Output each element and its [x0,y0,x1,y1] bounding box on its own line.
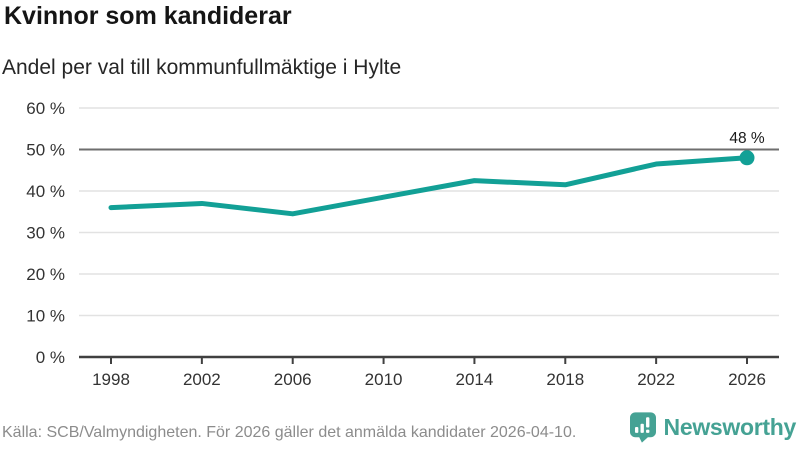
x-axis-tick-label: 2006 [274,370,312,389]
y-axis-tick-label: 20 % [26,265,65,284]
end-point-marker [739,150,755,166]
newsworthy-wordmark: Newsworthy [663,414,797,440]
y-axis-tick-label: 40 % [26,182,65,201]
data-line [108,155,750,217]
end-point-label: 48 % [729,130,765,147]
chart-title: Kvinnor som kandiderar [4,2,292,30]
x-axis-tick-label: 2014 [456,370,494,389]
y-axis-tick-label: 10 % [26,307,65,326]
newsworthy-logo-icon [629,412,656,443]
y-axis-tick-label: 0 % [36,348,65,367]
x-axis-tick-label: 2010 [365,370,403,389]
line-chart: 0 % 10 % 20 % 30 % 40 % 50 % 60 % 1998 2002 2006 2… [26,99,779,389]
x-axis-tick-label: 2002 [183,370,221,389]
y-axis-tick-label: 50 % [26,141,65,160]
x-axis-tick-label: 2022 [637,370,675,389]
y-axis-tick-label: 30 % [26,224,65,243]
source-note: Källa: SCB/Valmyndigheten. För 2026 gäll… [2,424,577,441]
y-axis-tick-label: 60 % [26,99,65,118]
newsworthy-logo[interactable]: Newsworthy [629,412,797,443]
chart-subtitle: Andel per val till kommunfullmäktige i H… [2,56,402,79]
x-axis-tick-label: 2018 [546,370,584,389]
x-axis-tick-label: 2026 [728,370,766,389]
x-axis-tick-label: 1998 [92,370,130,389]
